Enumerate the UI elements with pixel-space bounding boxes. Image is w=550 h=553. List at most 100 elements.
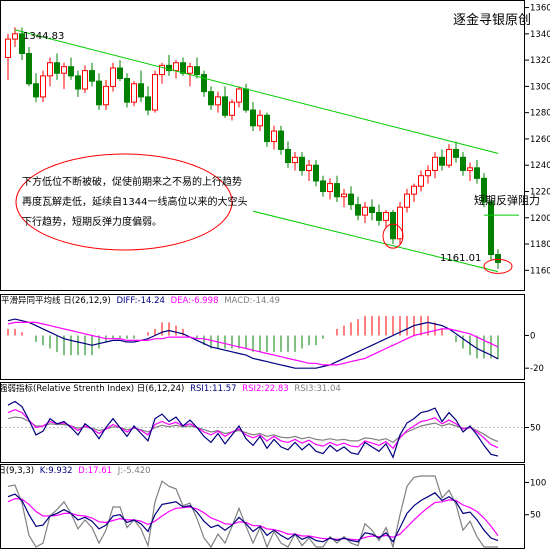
rsi-panel-frame [0, 382, 525, 463]
price-y-tick-label: 1220 [530, 187, 550, 197]
candle-down [474, 167, 480, 179]
price-y-tick-label: 1340 [530, 30, 550, 40]
candle-down [285, 148, 291, 164]
macd-diff-line [7, 318, 499, 369]
macd-legend-diff: DIFF:-14.24 [116, 296, 164, 306]
candle-up [446, 148, 452, 166]
kdj-d-line [7, 497, 499, 541]
price-y-tick-label: 1160 [530, 266, 550, 276]
macd-legend-dea: DEA:-6.998 [171, 296, 219, 306]
candle-up [292, 156, 298, 164]
candle-up [306, 164, 312, 171]
kdj-layer [7, 475, 499, 550]
candle-down [138, 83, 144, 98]
candle-up [236, 88, 242, 103]
candle-up [159, 64, 165, 76]
high-price-label: 1344.83 [23, 31, 64, 42]
candle-down [453, 148, 459, 158]
candle-down [96, 80, 102, 106]
price-y-tick-label: 1320 [530, 56, 550, 66]
recent-low-circle [483, 258, 513, 274]
candle-up [187, 66, 193, 74]
candle-down [390, 211, 396, 240]
candle-down [369, 206, 375, 213]
rsi-layer [7, 400, 499, 459]
candle-up [271, 130, 277, 143]
candle-down [320, 180, 326, 192]
candle-up [152, 74, 158, 111]
candle-down [460, 156, 466, 171]
annotation-ellipse [15, 153, 233, 251]
price-y-tick-label: 1360 [530, 4, 550, 14]
candle-down [180, 62, 186, 74]
macd-y-tick-label: 0 [530, 331, 535, 341]
candle-down [208, 91, 214, 106]
candle-down [334, 183, 340, 198]
price-y-tick-label: 1280 [530, 109, 550, 119]
candle-down [348, 193, 354, 206]
macd-legend-macd: MACD:-14.49 [224, 296, 280, 306]
axis-layer: 1360 1340 1320 1300 1280 1260 1240 1220 1200 1180… [525, 4, 550, 521]
rsi-legend-2: RSI2:22.83 [242, 384, 288, 394]
candle-down [250, 109, 256, 127]
candle-up [404, 193, 410, 208]
price-panel-frame [0, 0, 525, 291]
price-y-tick-label: 1260 [530, 135, 550, 145]
kdj-legend: KDJ 日(9,3,3) K:9.932 D:17.61 J:-5.420 [0, 466, 151, 476]
candle-down [313, 164, 319, 182]
annotation-line-1: 下方低位不断被破，促使前期来之不易的上行趋势 [22, 175, 242, 188]
candle-up [327, 183, 333, 192]
price-layer [5, 27, 519, 274]
candle-down [26, 53, 32, 85]
candle-down [194, 66, 200, 76]
candle-up [110, 67, 116, 87]
candle-down [166, 64, 172, 72]
candle-up [103, 85, 109, 106]
candle-down [278, 130, 284, 150]
macd-title: 指数平滑异同平均线 日(26,12,9) [0, 295, 111, 306]
candle-up [467, 167, 473, 171]
candle-down [355, 204, 361, 216]
candle-down [299, 156, 305, 171]
rsi-legend-3: RSI3:31.04 [294, 384, 340, 394]
resistance-label: 短期反弹阻力 [474, 193, 540, 207]
low-price-label: 1161.01 [440, 253, 481, 264]
watermark: 逐金寻银原创 [453, 12, 531, 28]
candle-down [33, 83, 39, 98]
rsi-y-tick-label: 50 [530, 424, 541, 434]
candle-up [61, 66, 67, 74]
candle-down [495, 254, 501, 263]
candle-up [362, 206, 368, 216]
candle-up [257, 114, 263, 127]
annotation-line-3: 下行趋势，短期反弹力度偏弱。 [22, 215, 162, 228]
downtrend-lower-line [252, 210, 499, 273]
candle-down [145, 96, 151, 111]
kdj-j-line [7, 475, 498, 550]
candle-down [54, 62, 60, 74]
swing-low-circle [382, 223, 404, 249]
rsi-legend: 相对强弱指标(Relative Strenth Index) 日(6,12,24… [0, 383, 341, 394]
kdj-legend-j: J:-5.420 [117, 466, 151, 476]
candle-up [5, 38, 11, 58]
candle-down [481, 177, 487, 203]
candle-up [40, 75, 46, 98]
candle-down [222, 96, 228, 116]
candle-down [439, 156, 445, 166]
price-y-tick-label: 1300 [530, 82, 550, 92]
candle-down [68, 66, 74, 77]
rsi-title: 相对强弱指标(Relative Strenth Index) 日(6,12,24… [0, 383, 184, 394]
price-y-tick-label: 1200 [530, 214, 550, 224]
candle-up [12, 33, 18, 40]
macd-legend: 指数平滑异同平均线 日(26,12,9) DIFF:-14.24 DEA:-6.… [0, 295, 280, 306]
annotation-line-2: 再度瓦解走低，延续自1344一线高位以来的大空头 [22, 195, 247, 208]
candle-down [117, 67, 123, 80]
price-y-tick-label: 1240 [530, 161, 550, 171]
candle-down [488, 201, 494, 256]
macd-layer [7, 315, 499, 369]
kdj-y-tick-label: 100 [530, 478, 546, 488]
candle-up [383, 211, 389, 221]
candle-up [215, 96, 221, 106]
kdj-legend-d: D:17.61 [78, 466, 112, 476]
candle-up [173, 62, 179, 72]
